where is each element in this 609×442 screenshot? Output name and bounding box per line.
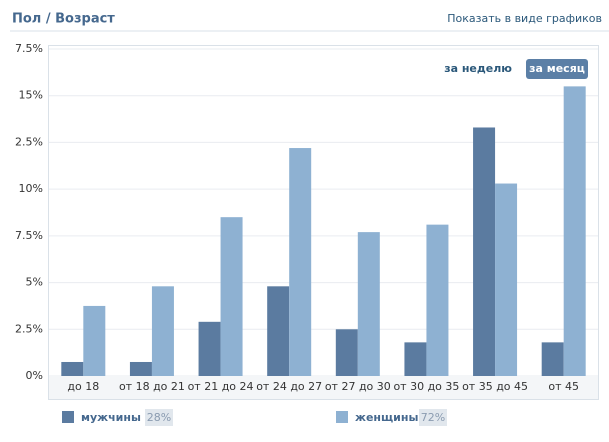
y-tick-label: 10% [19,182,43,195]
legend-swatch [62,411,74,423]
x-tick-label: от 21 до 24 [188,380,254,393]
legend-share-badge [419,409,447,426]
bar [404,342,427,376]
y-tick-label: 7.5% [15,229,43,242]
y-tick-label: 5% [26,276,43,289]
bar [357,232,380,376]
x-tick-label: от 24 до 27 [256,380,322,393]
y-tick-label: 15% [19,89,43,102]
y-tick-label: 12.5% [8,135,43,148]
legend-swatch [336,411,348,423]
bar [129,361,152,376]
y-tick-label: 17.5% [8,42,43,55]
x-tick-label: до 18 [67,380,99,393]
bar [473,127,496,376]
bar [541,342,564,376]
bar [495,183,518,376]
y-tick-label: 0% [26,369,43,382]
legend-share: 28% [147,411,171,424]
y-tick-label: 2.5% [15,322,43,335]
bar [220,217,243,376]
month-button-label[interactable]: за месяц [529,62,585,75]
month-button[interactable] [526,59,588,79]
week-button[interactable]: за неделю [444,62,512,75]
graph-link[interactable]: Показать в виде графиков [447,12,602,25]
x-tick-label: от 35 до 45 [462,380,528,393]
bar [289,148,312,376]
bar [267,286,290,376]
bar [83,305,106,376]
section-title: Пол / Возраст [12,12,115,27]
x-tick-label: от 45 [548,380,579,393]
x-tick-label: от 27 до 30 [325,380,391,393]
bar [335,329,358,376]
bar [198,321,221,376]
legend-label: женщины [355,411,418,424]
axis-band [49,377,598,399]
x-tick-label: от 30 до 35 [393,380,459,393]
legend-share-badge [145,409,173,426]
bar [426,224,449,376]
legend-label: мужчины [81,411,141,424]
legend-share: 72% [421,411,445,424]
bar [61,361,84,376]
bar [151,286,174,376]
bar [563,86,586,376]
x-tick-label: от 18 до 21 [119,380,185,393]
